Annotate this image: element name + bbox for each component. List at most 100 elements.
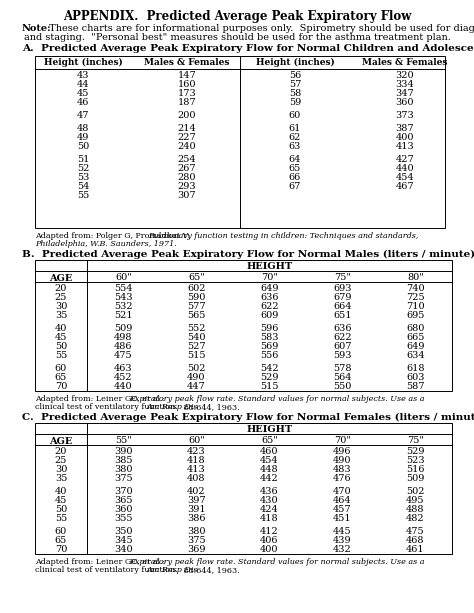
Text: 386: 386 xyxy=(187,514,206,523)
Text: 468: 468 xyxy=(406,536,425,545)
Text: 61: 61 xyxy=(289,124,301,133)
Text: 88:644, 1963.: 88:644, 1963. xyxy=(182,566,240,574)
Text: 418: 418 xyxy=(260,514,279,523)
Text: 496: 496 xyxy=(333,447,352,456)
Text: 20: 20 xyxy=(55,284,67,293)
Text: 593: 593 xyxy=(333,351,352,360)
Text: 50: 50 xyxy=(55,342,67,351)
Text: clinical test of ventilatory function.: clinical test of ventilatory function. xyxy=(35,403,180,411)
Text: 447: 447 xyxy=(187,382,206,391)
Text: 527: 527 xyxy=(187,342,206,351)
Text: 400: 400 xyxy=(260,545,279,554)
Text: 432: 432 xyxy=(333,545,352,554)
Text: 636: 636 xyxy=(260,293,279,302)
Text: 634: 634 xyxy=(406,351,425,360)
Text: 665: 665 xyxy=(406,333,425,342)
Text: 365: 365 xyxy=(114,496,133,505)
Text: 391: 391 xyxy=(187,505,206,514)
Text: 55: 55 xyxy=(77,191,89,200)
Text: 509: 509 xyxy=(406,474,425,483)
Text: 408: 408 xyxy=(187,474,206,483)
Text: 65": 65" xyxy=(188,273,205,282)
Bar xyxy=(35,423,452,554)
Text: 345: 345 xyxy=(114,536,133,545)
Text: 187: 187 xyxy=(178,98,196,107)
Text: 483: 483 xyxy=(333,465,352,474)
Text: 35: 35 xyxy=(55,311,67,320)
Text: 340: 340 xyxy=(114,545,133,554)
Text: 607: 607 xyxy=(333,342,352,351)
Text: 20: 20 xyxy=(55,447,67,456)
Text: 464: 464 xyxy=(333,496,352,505)
Text: 70: 70 xyxy=(55,382,67,391)
Text: 490: 490 xyxy=(187,373,206,382)
Text: 350: 350 xyxy=(114,527,133,536)
Text: 552: 552 xyxy=(187,324,206,333)
Text: 532: 532 xyxy=(114,302,133,311)
Text: 65: 65 xyxy=(55,536,67,545)
Text: 63: 63 xyxy=(289,142,301,151)
Text: 603: 603 xyxy=(406,373,425,382)
Text: 60": 60" xyxy=(115,273,132,282)
Text: APPENDIX.  Predicted Average Peak Expiratory Flow: APPENDIX. Predicted Average Peak Expirat… xyxy=(63,10,411,23)
Text: 502: 502 xyxy=(187,364,206,373)
Text: 430: 430 xyxy=(260,496,279,505)
Text: 46: 46 xyxy=(77,98,89,107)
Text: 451: 451 xyxy=(333,514,352,523)
Text: 460: 460 xyxy=(260,447,279,456)
Text: HEIGHT: HEIGHT xyxy=(246,425,292,434)
Text: 515: 515 xyxy=(260,382,279,391)
Text: 542: 542 xyxy=(260,364,279,373)
Text: 334: 334 xyxy=(396,80,414,89)
Text: 347: 347 xyxy=(396,89,414,98)
Text: 40: 40 xyxy=(55,487,67,496)
Text: 649: 649 xyxy=(260,284,279,293)
Text: 375: 375 xyxy=(114,474,133,483)
Text: 50: 50 xyxy=(55,505,67,514)
Text: 400: 400 xyxy=(396,133,414,142)
Text: C.  Predicted Average Peak Expiratory Flow for Normal Females (liters / minute): C. Predicted Average Peak Expiratory Flo… xyxy=(22,413,474,422)
Text: 523: 523 xyxy=(406,456,425,465)
Text: 66: 66 xyxy=(289,173,301,182)
Text: Expiratory peak flow rate. Standard values for normal subjects. Use as a: Expiratory peak flow rate. Standard valu… xyxy=(129,558,425,566)
Text: Adapted from: Leiner GC, et al.:: Adapted from: Leiner GC, et al.: xyxy=(35,395,168,403)
Text: 59: 59 xyxy=(289,98,301,107)
Text: 556: 556 xyxy=(260,351,279,360)
Text: 618: 618 xyxy=(406,364,425,373)
Text: AGE: AGE xyxy=(49,274,73,283)
Text: 470: 470 xyxy=(333,487,352,496)
Text: 360: 360 xyxy=(114,505,133,514)
Text: 75": 75" xyxy=(334,273,351,282)
Text: 45: 45 xyxy=(55,496,67,505)
Text: 488: 488 xyxy=(406,505,425,514)
Text: 679: 679 xyxy=(333,293,352,302)
Text: 423: 423 xyxy=(187,447,206,456)
Text: 475: 475 xyxy=(406,527,425,536)
Bar xyxy=(35,56,445,228)
Text: 227: 227 xyxy=(178,133,196,142)
Bar xyxy=(35,260,452,391)
Text: AGE: AGE xyxy=(49,437,73,446)
Text: 486: 486 xyxy=(114,342,133,351)
Text: 565: 565 xyxy=(187,311,206,320)
Text: 397: 397 xyxy=(187,496,206,505)
Text: 454: 454 xyxy=(396,173,414,182)
Text: 457: 457 xyxy=(333,505,352,514)
Text: 65": 65" xyxy=(261,436,278,445)
Text: 467: 467 xyxy=(396,182,414,191)
Text: 25: 25 xyxy=(55,293,67,302)
Text: 442: 442 xyxy=(260,474,279,483)
Text: 62: 62 xyxy=(289,133,301,142)
Text: 445: 445 xyxy=(333,527,352,536)
Text: 60: 60 xyxy=(55,527,67,536)
Text: 65: 65 xyxy=(55,373,67,382)
Text: 515: 515 xyxy=(187,351,206,360)
Text: 390: 390 xyxy=(114,447,133,456)
Text: 293: 293 xyxy=(178,182,196,191)
Text: Males & Females: Males & Females xyxy=(144,58,230,67)
Text: 725: 725 xyxy=(406,293,425,302)
Text: 88:644, 1963.: 88:644, 1963. xyxy=(182,403,240,411)
Text: 70": 70" xyxy=(261,273,278,282)
Text: 529: 529 xyxy=(406,447,425,456)
Text: 436: 436 xyxy=(260,487,279,496)
